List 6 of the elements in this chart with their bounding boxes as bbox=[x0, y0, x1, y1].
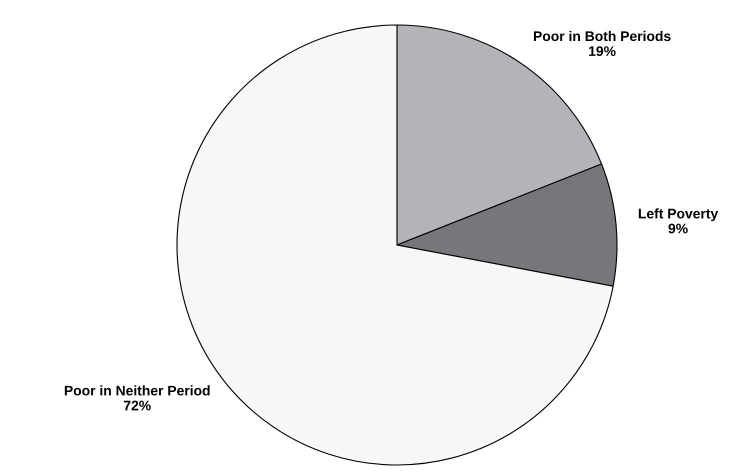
data-label: 9% bbox=[668, 224, 688, 234]
slice-label: Poor in Both Periods bbox=[534, 30, 671, 42]
slice-label: Left Poverty bbox=[638, 208, 718, 222]
data-label: 72% bbox=[124, 400, 151, 410]
slice-label: Poor in Neither Period bbox=[64, 385, 210, 396]
data-label: 19% bbox=[589, 46, 616, 56]
